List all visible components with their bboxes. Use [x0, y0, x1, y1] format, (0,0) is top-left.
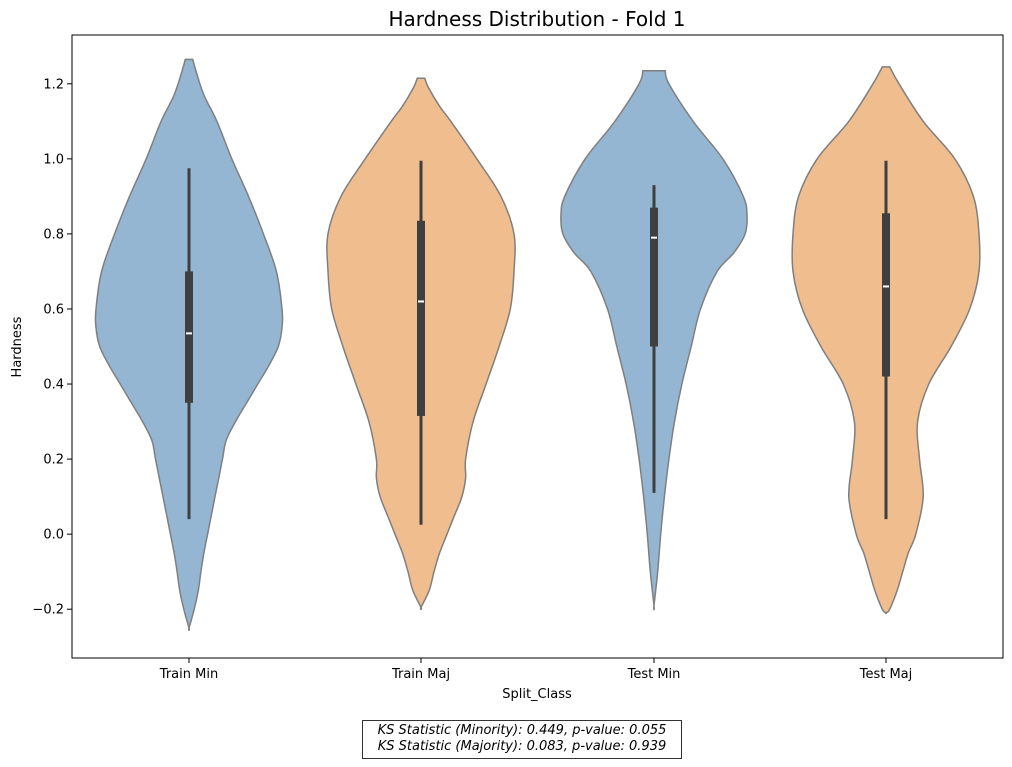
y-tick-label: 0.0	[43, 528, 64, 543]
y-tick-label: 0.6	[43, 302, 64, 317]
ks-majority-text: KS Statistic (Majority): 0.083, p-value:…	[377, 739, 667, 754]
y-tick-label: 0.8	[43, 227, 64, 242]
x-axis-label: Split_Class	[502, 687, 572, 702]
iqr-box-test-min	[650, 207, 658, 347]
y-tick-label: −0.2	[32, 603, 64, 618]
x-axis: Train Min Train Maj Test Min Test Maj	[159, 658, 912, 682]
y-tick-label: 0.4	[43, 378, 64, 393]
y-axis-label: Hardness	[10, 316, 25, 377]
x-tick-label-test-maj: Test Maj	[859, 667, 913, 682]
y-tick-label: 1.2	[43, 77, 64, 92]
ks-statistics-annotation: KS Statistic (Minority): 0.449, p-value:…	[362, 720, 682, 759]
iqr-box-train-maj	[417, 220, 425, 416]
y-axis: −0.2 0.0 0.2 0.4 0.6 0.8 1.0 1.2	[32, 77, 72, 618]
chart-title: Hardness Distribution - Fold 1	[388, 7, 685, 31]
y-tick-label: 0.2	[43, 453, 64, 468]
x-tick-label-test-min: Test Min	[627, 667, 681, 682]
boxes-layer	[185, 160, 890, 525]
iqr-box-test-maj	[882, 213, 890, 377]
ks-minority-text: KS Statistic (Minority): 0.449, p-value:…	[377, 723, 667, 738]
violins-layer	[94, 58, 981, 632]
iqr-box-train-min	[185, 271, 193, 403]
y-tick-label: 1.0	[43, 152, 64, 167]
plot-frame	[71, 34, 1004, 659]
x-tick-label-train-maj: Train Maj	[391, 667, 450, 682]
x-tick-label-train-min: Train Min	[159, 667, 218, 682]
